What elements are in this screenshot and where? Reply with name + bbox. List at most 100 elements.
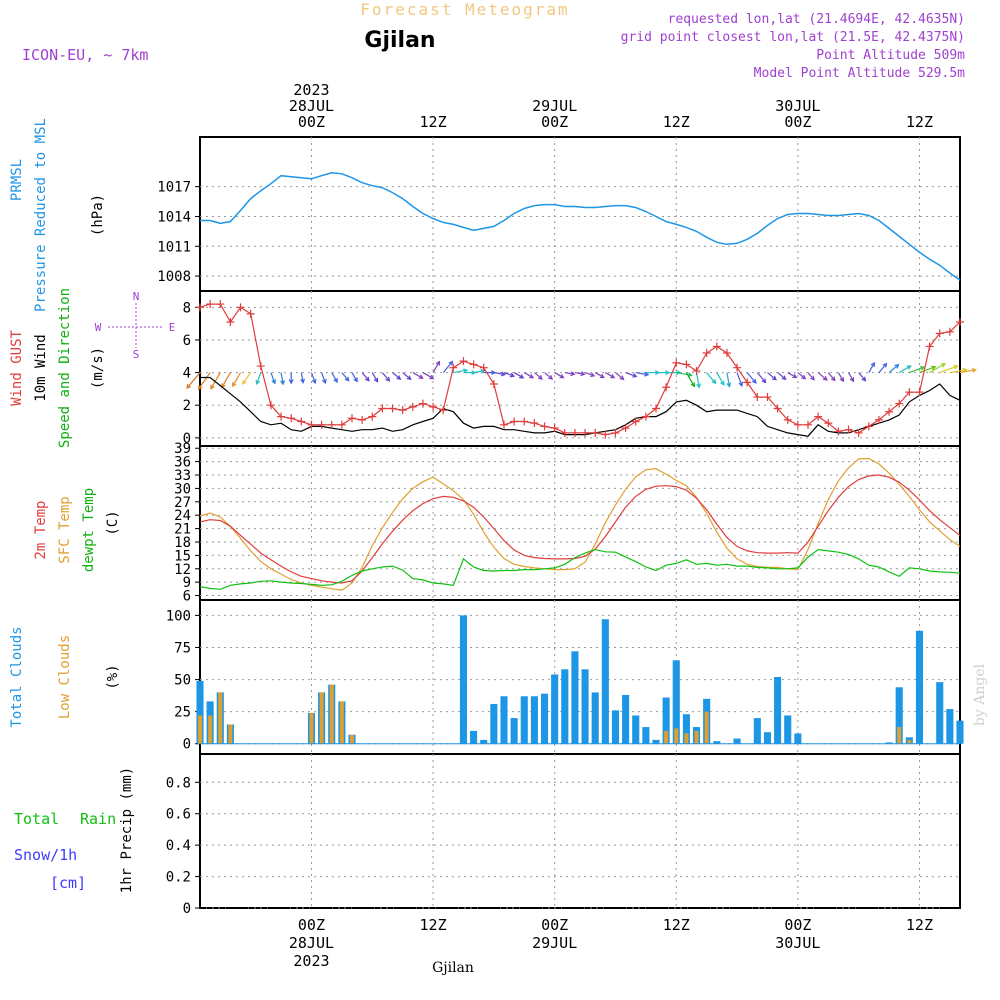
- wind-arrow-shaft: [635, 371, 649, 376]
- wind-arrow: [615, 372, 625, 381]
- precip-tick-label: 0.8: [166, 775, 191, 791]
- wind-arrow: [888, 363, 900, 374]
- wind-arrow: [242, 372, 252, 385]
- precip-panel: [199, 753, 961, 909]
- wind-arrow-head: [321, 378, 327, 385]
- panels: 1008101110141017024686912151821242730333…: [157, 136, 977, 917]
- wind-gust-marker: [520, 417, 529, 426]
- total-cloud-bar: [530, 696, 538, 744]
- temp-frame: [199, 445, 961, 601]
- wind-arrow-head: [255, 379, 261, 386]
- wind-arrow: [503, 372, 516, 378]
- wind-gust-marker: [935, 329, 944, 338]
- time-label-top: 30JUL: [775, 97, 820, 115]
- wind-arrow: [777, 372, 787, 381]
- wind-arrow: [513, 372, 525, 379]
- wind-arrow: [221, 372, 231, 389]
- wind-arrow-shaft: [564, 371, 575, 375]
- wind-arrow-shaft: [898, 365, 911, 374]
- location-title: Gjilan: [364, 28, 435, 53]
- wind-gust-marker: [591, 428, 600, 437]
- wind-gust-marker: [733, 363, 742, 372]
- wind-arrow-head: [751, 378, 757, 384]
- total-cloud-bar: [540, 693, 549, 744]
- wind-arrow-shaft: [909, 366, 925, 374]
- precip-labels: Total Rain Snow/1h [cm] 1hr Precip (mm): [14, 767, 135, 893]
- wind-arrow-head: [610, 373, 616, 379]
- wind-tick-label: 2: [183, 398, 191, 414]
- wind-arrow-head: [396, 375, 402, 380]
- temp-tick-label: 15: [174, 548, 191, 564]
- clouds-tick-label: 100: [166, 608, 191, 624]
- wind-arrow-head: [761, 378, 767, 384]
- low-cloud-bar: [704, 711, 709, 744]
- wind-arrow: [381, 372, 391, 382]
- wind-arrow-head: [738, 381, 744, 388]
- wind-arrow-shaft: [381, 372, 390, 382]
- wind-gust-marker: [469, 360, 478, 369]
- wind-arrow: [685, 372, 695, 388]
- time-label-bottom: 2023: [293, 952, 329, 970]
- wind-arrow-head: [822, 375, 828, 381]
- clouds-tick-label: 25: [174, 705, 191, 721]
- wind-arrow: [300, 372, 305, 384]
- wind-gust-marker: [510, 417, 519, 426]
- wind-gust-marker: [307, 420, 316, 429]
- wind-gust-marker: [489, 380, 498, 388]
- wind-arrow-head: [599, 373, 605, 379]
- low-cloud-bar: [329, 684, 334, 744]
- info-grid-point: grid point closest lon,lat (21.5E, 42.43…: [621, 30, 965, 45]
- wind-frame: [199, 290, 961, 447]
- wind-arrow-head: [810, 375, 815, 381]
- wind-arrow: [361, 372, 370, 382]
- wind-gust-marker: [945, 327, 954, 336]
- wind-gust-marker: [287, 414, 296, 423]
- wind-gust-marker: [864, 422, 873, 431]
- wind-arrow: [351, 372, 358, 383]
- wind-arrow-shaft: [402, 372, 412, 380]
- wind-arrow-head: [300, 378, 305, 384]
- wind-arrow-shaft: [300, 372, 304, 383]
- temp-labels: 2m Temp SFC Temp dewpt Temp (C): [33, 488, 121, 572]
- cloud-unit: (%): [105, 664, 121, 689]
- time-label-bottom: 00Z: [541, 916, 568, 934]
- wind-gust-marker: [905, 388, 914, 397]
- wind-arrow: [848, 372, 855, 383]
- wind-arrow-shaft: [221, 372, 231, 388]
- wind-arrow: [817, 372, 828, 381]
- wind-arrow-shaft: [777, 372, 787, 380]
- wind-arrow-head: [210, 384, 215, 390]
- wind-gust-marker: [672, 358, 681, 367]
- wind-gust-marker: [429, 402, 438, 411]
- wind-arrow-head: [726, 382, 732, 388]
- wind-gust-marker: [824, 419, 833, 428]
- total-cloud-bar: [915, 630, 924, 744]
- temp-label-2m: 2m Temp: [33, 500, 49, 559]
- wind-gust-marker: [206, 300, 215, 309]
- wind-arrow: [787, 372, 798, 379]
- total-cloud-bar: [956, 720, 964, 744]
- wind-gust-marker: [226, 318, 235, 326]
- precip-y-axis: 0 0.2 0.4 0.6 0.8: [166, 775, 960, 917]
- wind-gust-marker: [317, 420, 326, 429]
- cloud-bars: [196, 615, 964, 745]
- wind-arrow-head: [931, 365, 937, 371]
- wind-arrow-head: [849, 377, 855, 383]
- wind-arrow: [706, 372, 717, 385]
- wind-arrow-shaft: [767, 372, 777, 381]
- wind-arrow-shaft: [706, 372, 716, 384]
- wind-arrow-shaft: [554, 372, 564, 379]
- pressure-tick-label: 1008: [157, 269, 191, 285]
- wind-arrow-shaft: [837, 372, 844, 382]
- total-cloud-bar: [571, 651, 579, 744]
- wind-arrow: [544, 372, 554, 380]
- wind-gust-marker: [895, 399, 904, 408]
- wind-gust-marker: [793, 420, 802, 429]
- pressure-label-prmsl: PRMSL: [9, 159, 25, 201]
- wind-arrow: [321, 372, 327, 385]
- wind-gust-marker: [550, 424, 559, 433]
- wind-arrow-head: [529, 373, 535, 379]
- pressure-tick-label: 1017: [157, 180, 191, 196]
